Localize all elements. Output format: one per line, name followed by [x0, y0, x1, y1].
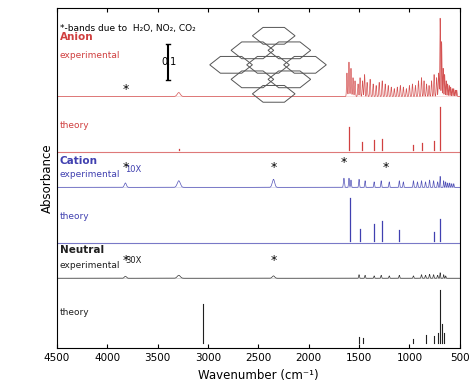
Text: experimental: experimental: [60, 260, 120, 270]
Text: theory: theory: [60, 308, 90, 317]
Text: 0.1: 0.1: [162, 57, 177, 67]
Text: Anion: Anion: [60, 32, 93, 42]
Text: *: *: [270, 253, 276, 267]
Text: *: *: [383, 161, 389, 174]
Text: experimental: experimental: [60, 51, 120, 60]
Text: Neutral: Neutral: [60, 245, 104, 255]
Text: theory: theory: [60, 212, 90, 221]
Text: Cation: Cation: [60, 156, 98, 166]
Text: 30X: 30X: [125, 256, 142, 265]
Text: *: *: [122, 253, 128, 267]
X-axis label: Wavenumber (cm⁻¹): Wavenumber (cm⁻¹): [198, 369, 319, 382]
Text: *-bands due to  H₂O, NO₂, CO₂: *-bands due to H₂O, NO₂, CO₂: [60, 24, 196, 33]
Text: experimental: experimental: [60, 170, 120, 179]
Text: *: *: [122, 161, 128, 174]
Text: *: *: [122, 83, 128, 96]
Text: 10X: 10X: [125, 165, 142, 174]
Text: theory: theory: [60, 121, 90, 130]
Y-axis label: Absorbance: Absorbance: [41, 143, 54, 213]
Text: *: *: [270, 161, 276, 174]
Text: *: *: [341, 156, 347, 169]
